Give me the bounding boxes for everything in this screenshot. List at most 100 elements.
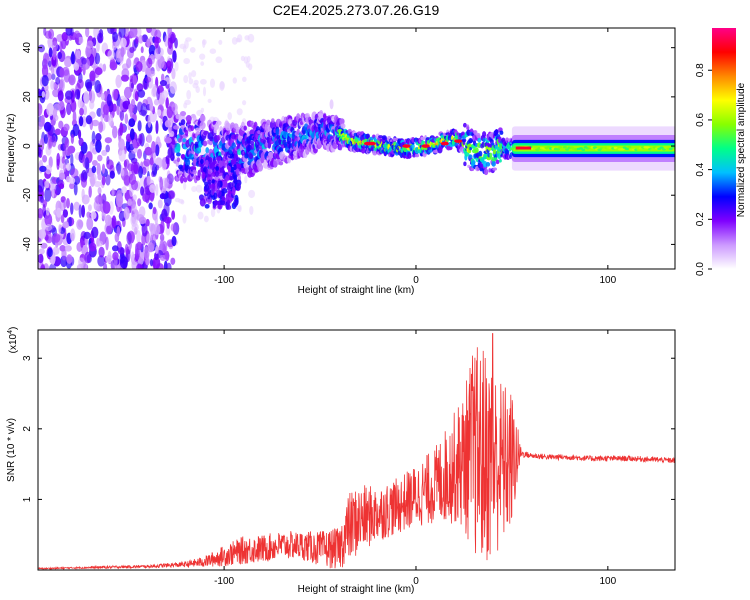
noise-blob — [111, 245, 119, 252]
ridge-blob — [474, 142, 478, 148]
noise-blob — [152, 256, 161, 269]
noise-blob — [155, 246, 159, 254]
noise-blob — [149, 110, 157, 123]
noise-blob — [39, 165, 47, 173]
noise-blob — [59, 67, 65, 78]
noise-blob — [132, 194, 137, 201]
ridge-blob — [215, 165, 220, 172]
noise-blob — [156, 87, 160, 101]
noise-blob — [41, 74, 49, 87]
noise-blob — [58, 120, 64, 129]
noise-blob — [146, 175, 150, 186]
noise-blob — [62, 209, 69, 218]
ridge-blob — [182, 138, 186, 143]
noise-blob — [159, 176, 163, 191]
noise-blob — [78, 137, 84, 147]
ridge-blob — [176, 152, 181, 157]
stable-speckle — [659, 146, 664, 149]
noise-blob — [38, 179, 45, 193]
noise-blob — [141, 223, 148, 237]
ridge-blob — [197, 147, 202, 152]
ridge-blob — [471, 160, 476, 165]
noise-blob — [137, 89, 146, 98]
snr-x-axis-label: Height of straight line (km) — [298, 584, 415, 595]
noise-blob — [101, 175, 106, 186]
haze-blob — [182, 214, 187, 224]
noise-blob — [95, 139, 102, 153]
ridge-blob — [487, 147, 492, 151]
ridge-blob — [221, 195, 226, 201]
noise-blob — [124, 243, 129, 255]
noise-blob — [149, 258, 154, 267]
ridge-blob — [411, 137, 415, 143]
noise-blob — [88, 242, 97, 252]
x-tick-label: -100 — [214, 275, 234, 286]
ridge-blob — [271, 118, 275, 123]
noise-blob — [129, 28, 138, 38]
noise-blob — [165, 97, 169, 109]
noise-blob — [97, 32, 104, 44]
noise-blob — [89, 70, 96, 82]
ridge-blob — [215, 189, 222, 197]
noise-blob — [78, 115, 84, 127]
noise-blob — [91, 119, 100, 127]
noise-blob — [112, 251, 119, 261]
ridge-blob — [226, 204, 232, 210]
noise-blob — [109, 170, 115, 179]
ridge-blob — [233, 164, 237, 171]
noise-blob — [151, 141, 156, 154]
ridge-blob — [488, 168, 492, 173]
noise-blob — [97, 255, 105, 267]
noise-blob — [93, 180, 102, 188]
haze-blob — [199, 78, 207, 85]
stable-speckle — [592, 146, 597, 149]
noise-blob — [78, 257, 85, 268]
noise-blob — [44, 212, 53, 227]
y-tick-label: -40 — [22, 237, 33, 252]
ridge-blob — [366, 133, 370, 139]
haze-blob — [218, 39, 223, 45]
noise-blob — [86, 217, 94, 231]
colorbar-tick-label: 0.0 — [695, 262, 706, 276]
noise-blob — [89, 141, 94, 154]
stable-speckle — [562, 146, 567, 149]
noise-blob — [165, 226, 171, 236]
ridge-blob — [483, 168, 489, 176]
ridge-blob — [360, 147, 366, 154]
ridge-blob — [219, 167, 225, 173]
noise-blob — [146, 233, 153, 246]
noise-blob — [40, 242, 48, 249]
ridge-blob — [497, 152, 502, 160]
haze-blob — [249, 205, 254, 215]
noise-blob — [131, 204, 137, 214]
ridge-blob — [354, 139, 359, 143]
noise-blob — [57, 100, 65, 111]
ridge-blob — [235, 182, 241, 191]
noise-blob — [73, 30, 81, 38]
hot-spot — [515, 146, 532, 150]
noise-blob — [73, 62, 80, 71]
noise-blob — [160, 220, 165, 234]
snr-y-ticks: 1 2 3 — [22, 355, 675, 502]
ridge-blob — [225, 122, 231, 131]
colorbar-ticks: 0.0 0.2 0.4 0.6 0.8 — [695, 63, 712, 276]
noise-blob — [164, 137, 172, 144]
noise-blob — [76, 219, 84, 230]
noise-blob — [155, 144, 160, 157]
y-tick-label: 0 — [22, 143, 33, 149]
x-tick-label: 100 — [600, 275, 617, 286]
noise-blob — [138, 109, 147, 116]
noise-blob — [171, 67, 176, 80]
ridge-blob — [223, 180, 228, 188]
stable-speckle — [650, 148, 655, 151]
noise-blob — [48, 47, 53, 58]
stable-speckle — [627, 145, 632, 149]
ridge-blob — [211, 179, 215, 184]
colorbar-tick-label: 0.8 — [695, 63, 706, 77]
noise-blob — [143, 246, 150, 260]
stable-speckle — [512, 146, 517, 149]
haze-blob — [186, 89, 192, 100]
colorbar-tick-label: 0.6 — [695, 113, 706, 127]
noise-blob — [145, 218, 150, 227]
noise-blob — [57, 51, 63, 60]
